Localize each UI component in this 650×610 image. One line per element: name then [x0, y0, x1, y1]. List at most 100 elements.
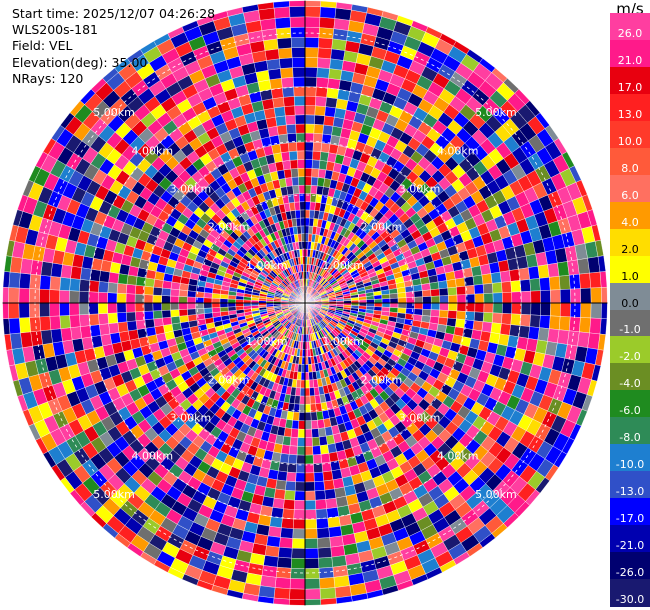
velocity-gate [315, 508, 328, 520]
velocity-gate [270, 507, 284, 519]
velocity-gate [329, 58, 344, 71]
velocity-gate [288, 599, 306, 606]
velocity-gate [266, 58, 281, 71]
plot-info-block: Start time: 2025/12/07 04:26:28 WLS200s-… [12, 6, 215, 87]
velocity-gate [304, 141, 314, 152]
velocity-gate [291, 47, 306, 58]
colorbar-tick-label: -21.0 [615, 539, 645, 553]
velocity-gate [272, 97, 285, 109]
velocity-gate [304, 500, 317, 511]
velocity-gate [98, 313, 109, 325]
velocity-gate [154, 325, 165, 335]
velocity-gate [161, 309, 172, 319]
velocity-gate [438, 287, 449, 297]
colorbar-tick-label: 13.0 [617, 107, 643, 121]
velocity-gate [300, 379, 306, 389]
velocity-gate [414, 302, 424, 310]
velocity-gate [261, 565, 278, 578]
range-ring-label: 2.00km [361, 221, 403, 234]
velocity-gate [186, 296, 196, 304]
velocity-gate [374, 302, 383, 308]
colorbar-tick-label: -1.0 [619, 323, 641, 337]
velocity-gate [439, 295, 449, 304]
velocity-gate [292, 185, 300, 195]
velocity-gate [282, 508, 295, 520]
colorbar-tick-label: 21.0 [617, 53, 643, 67]
velocity-gate [187, 308, 197, 316]
velocity-gate [296, 446, 306, 456]
velocity-gate [439, 302, 449, 311]
velocity-gate [272, 497, 285, 509]
velocity-gate [283, 499, 295, 510]
velocity-gate [235, 299, 244, 304]
velocity-gate [294, 490, 306, 501]
velocity-gate [287, 193, 295, 204]
velocity-gate [560, 302, 571, 318]
velocity-gate [317, 547, 332, 559]
velocity-gate [330, 48, 346, 61]
velocity-gate [492, 282, 503, 294]
colorbar-tick-label: -6.0 [619, 404, 641, 418]
velocity-gate [304, 379, 310, 389]
velocity-gate [333, 575, 350, 588]
velocity-gate [436, 272, 447, 283]
velocity-gate [366, 299, 375, 304]
velocity-gate [518, 267, 530, 281]
velocity-gate [299, 395, 306, 405]
velocity-gate [329, 535, 344, 548]
velocity-gate [304, 176, 312, 186]
velocity-gate [318, 556, 333, 569]
velocity-gate [170, 309, 180, 318]
velocity-gate [291, 548, 306, 559]
velocity-gate [374, 298, 383, 304]
velocity-gate [318, 27, 335, 39]
velocity-gate [472, 320, 484, 332]
velocity-gate [290, 168, 299, 178]
velocity-gate [304, 528, 318, 539]
velocity-gate [518, 325, 530, 339]
colorbar-tick-label: -17.0 [615, 512, 645, 526]
range-ring-label: 5.00km [93, 488, 135, 501]
velocity-gate [311, 436, 321, 447]
velocity-gate [323, 479, 335, 491]
velocity-gate [520, 314, 531, 327]
velocity-gate [511, 302, 522, 315]
velocity-gate [397, 292, 407, 299]
velocity-gate [50, 262, 63, 278]
velocity-gate [280, 527, 294, 539]
velocity-gate [49, 276, 61, 291]
velocity-gate [307, 356, 312, 365]
velocity-gate [549, 315, 561, 330]
velocity-gate [325, 97, 338, 109]
range-ring-label: 1.00km [246, 259, 288, 272]
velocity-gate [455, 277, 466, 288]
velocity-gate [569, 316, 581, 333]
velocity-gate [219, 302, 229, 308]
velocity-gate [502, 291, 513, 304]
velocity-gate [304, 184, 312, 194]
velocity-gate [294, 105, 306, 116]
velocity-gate [490, 271, 502, 284]
velocity-gate [510, 313, 522, 326]
velocity-gate [298, 241, 303, 250]
velocity-gate [492, 292, 503, 304]
velocity-gate [324, 488, 337, 500]
elevation-label: Elevation(deg): 35.00 [12, 54, 148, 70]
velocity-gate [304, 412, 312, 422]
velocity-gate [304, 217, 310, 227]
range-ring-label: 2.00km [208, 373, 250, 386]
velocity-gate [308, 371, 314, 381]
velocity-gate [289, 6, 306, 18]
velocity-gate [304, 387, 311, 397]
range-ring-label: 2.00km [208, 221, 250, 234]
colorbar-tick-label: 8.0 [621, 161, 639, 175]
velocity-gate [422, 289, 432, 298]
velocity-gate [97, 291, 108, 304]
velocity-gate [381, 293, 391, 300]
velocity-gate [482, 283, 494, 294]
velocity-gate [284, 490, 296, 501]
velocity-gate [316, 527, 330, 539]
velocity-gate [304, 105, 316, 116]
velocity-gate [295, 209, 301, 219]
range-ring-label: 5.00km [475, 106, 517, 119]
